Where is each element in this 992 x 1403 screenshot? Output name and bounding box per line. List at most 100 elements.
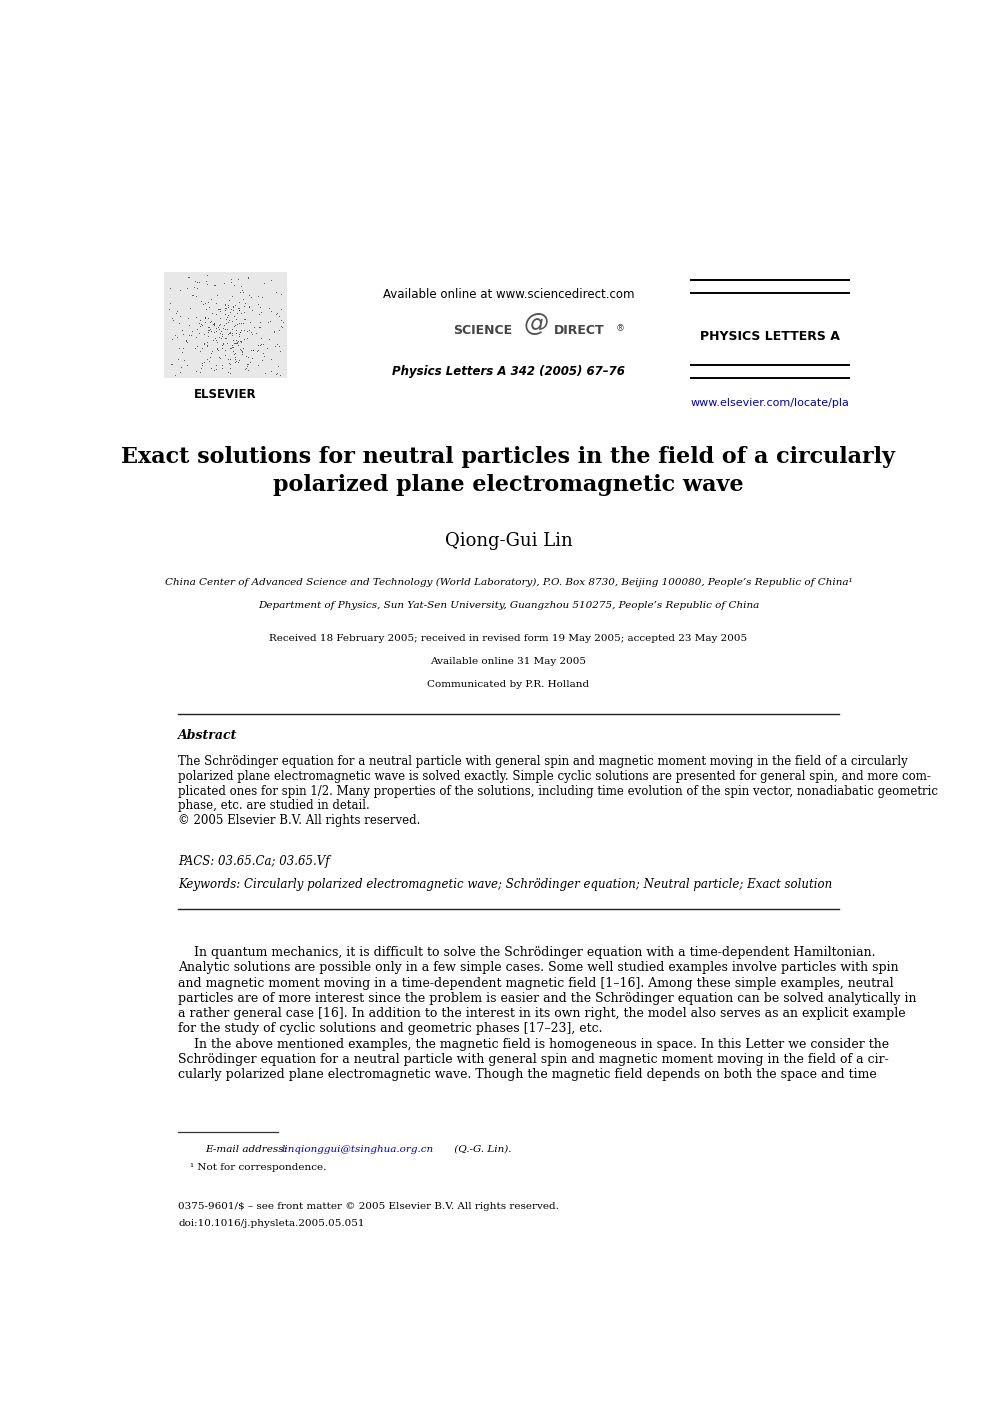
Point bbox=[221, 289, 237, 311]
Point bbox=[195, 333, 211, 355]
Text: ELSEVIER: ELSEVIER bbox=[194, 387, 257, 401]
Point bbox=[225, 299, 241, 321]
Point bbox=[237, 358, 253, 380]
Point bbox=[165, 327, 181, 349]
Point bbox=[218, 313, 234, 335]
Point bbox=[230, 349, 246, 372]
Point bbox=[262, 310, 278, 333]
Point bbox=[222, 354, 238, 376]
Bar bbox=[165, 272, 287, 377]
Point bbox=[217, 295, 233, 317]
Point bbox=[219, 331, 235, 354]
Point bbox=[187, 306, 203, 328]
Point bbox=[233, 318, 249, 341]
Point bbox=[214, 334, 230, 356]
Point bbox=[224, 321, 240, 344]
Text: Received 18 February 2005; received in revised form 19 May 2005; accepted 23 May: Received 18 February 2005; received in r… bbox=[270, 634, 747, 643]
Point bbox=[212, 300, 228, 323]
Point bbox=[225, 335, 241, 358]
Point bbox=[259, 337, 275, 359]
Point bbox=[208, 303, 224, 325]
Point bbox=[269, 303, 285, 325]
Point bbox=[252, 316, 268, 338]
Point bbox=[253, 302, 269, 324]
Point bbox=[228, 323, 244, 345]
Point bbox=[194, 354, 210, 376]
Text: China Center of Advanced Science and Technology (World Laboratory), P.O. Box 873: China Center of Advanced Science and Tec… bbox=[165, 578, 852, 586]
Point bbox=[230, 268, 246, 290]
Point bbox=[197, 292, 213, 314]
Point bbox=[217, 344, 233, 366]
Point bbox=[199, 316, 215, 338]
Point bbox=[233, 340, 249, 362]
Point bbox=[161, 297, 177, 320]
Point bbox=[218, 297, 234, 320]
Point bbox=[237, 292, 253, 314]
Point bbox=[202, 318, 218, 341]
Point bbox=[212, 347, 228, 369]
Point bbox=[233, 275, 249, 297]
Point bbox=[221, 352, 237, 375]
Point bbox=[169, 325, 185, 348]
Point bbox=[188, 361, 204, 383]
Point bbox=[246, 316, 262, 338]
Text: linqionggui@tsinghua.org.cn: linqionggui@tsinghua.org.cn bbox=[282, 1145, 434, 1153]
Point bbox=[202, 320, 218, 342]
Point bbox=[245, 338, 261, 361]
Point bbox=[181, 267, 196, 289]
Text: Available online at www.sciencedirect.com: Available online at www.sciencedirect.co… bbox=[383, 288, 634, 300]
Point bbox=[230, 297, 246, 320]
Point bbox=[244, 347, 260, 369]
Point bbox=[213, 327, 229, 349]
Point bbox=[271, 304, 287, 327]
Point bbox=[236, 302, 252, 324]
Point bbox=[250, 293, 266, 316]
Point bbox=[188, 276, 204, 299]
Point bbox=[241, 318, 257, 341]
Point bbox=[201, 296, 217, 318]
Point bbox=[228, 349, 244, 372]
Point bbox=[210, 338, 226, 361]
Point bbox=[232, 281, 248, 303]
Point bbox=[212, 321, 228, 344]
Text: In the above mentioned examples, the magnetic field is homogeneous in space. In : In the above mentioned examples, the mag… bbox=[179, 1038, 890, 1051]
Text: 0375-9601/$ – see front matter © 2005 Elsevier B.V. All rights reserved.: 0375-9601/$ – see front matter © 2005 El… bbox=[179, 1202, 559, 1211]
Text: plicated ones for spin 1/2. Many properties of the solutions, including time evo: plicated ones for spin 1/2. Many propert… bbox=[179, 784, 938, 798]
Point bbox=[220, 303, 236, 325]
Point bbox=[224, 335, 240, 358]
Point bbox=[191, 271, 207, 293]
Point bbox=[211, 297, 227, 320]
Point bbox=[234, 341, 250, 363]
Point bbox=[212, 307, 228, 330]
Point bbox=[220, 296, 236, 318]
Point bbox=[192, 361, 208, 383]
Text: Keywords: Circularly polarized electromagnetic wave; Schrödinger equation; Neutr: Keywords: Circularly polarized electroma… bbox=[179, 878, 832, 891]
Point bbox=[252, 311, 268, 334]
Point bbox=[210, 316, 226, 338]
Point bbox=[181, 307, 196, 330]
Point bbox=[250, 285, 266, 307]
Point bbox=[210, 345, 226, 368]
Point bbox=[274, 309, 290, 331]
Point bbox=[200, 321, 216, 344]
Point bbox=[206, 313, 222, 335]
Point bbox=[206, 274, 222, 296]
Point bbox=[227, 351, 243, 373]
Text: doi:10.1016/j.physleta.2005.05.051: doi:10.1016/j.physleta.2005.05.051 bbox=[179, 1219, 365, 1229]
Point bbox=[194, 293, 210, 316]
Point bbox=[220, 295, 236, 317]
Point bbox=[238, 345, 254, 368]
Point bbox=[198, 334, 214, 356]
Point bbox=[272, 340, 288, 362]
Point bbox=[234, 342, 250, 365]
Point bbox=[222, 337, 238, 359]
Point bbox=[250, 334, 266, 356]
Text: cularly polarized plane electromagnetic wave. Though the magnetic field depends : cularly polarized plane electromagnetic … bbox=[179, 1068, 877, 1082]
Point bbox=[231, 323, 247, 345]
Point bbox=[252, 316, 268, 338]
Point bbox=[188, 285, 204, 307]
Point bbox=[221, 321, 237, 344]
Point bbox=[181, 314, 196, 337]
Point bbox=[239, 320, 255, 342]
Point bbox=[269, 333, 285, 355]
